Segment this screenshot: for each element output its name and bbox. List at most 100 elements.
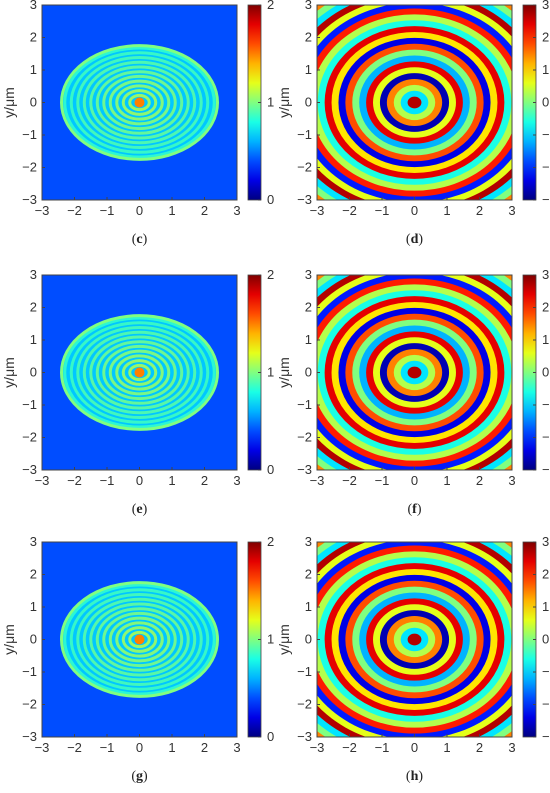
panel-g-chart: −3 −2 −1 0 1 2 3 −3 −2 −1 0 1 2 3 x/μm y/μm 0 1 2 — [1, 537, 274, 757]
x-tick-label: 3 — [508, 203, 515, 218]
colorbar-tick-label: −1 — [542, 664, 550, 679]
y-tick-label: 0 — [30, 95, 37, 110]
field-hotspot — [134, 634, 145, 645]
x-tick-label: 2 — [476, 740, 483, 755]
x-tick-label: 1 — [443, 740, 450, 755]
field-ring — [69, 51, 210, 154]
field-hotspot — [134, 367, 145, 378]
panel-h-chart: −3 −2 −1 0 1 2 3 −3 −2 −1 0 1 2 3 x/μm y/μm −3 −2 −1 0 1 2 3 — [276, 537, 550, 757]
x-tick-label: 2 — [201, 473, 208, 488]
phase-band — [407, 366, 422, 379]
x-tick-label: 1 — [168, 473, 175, 488]
field-ring — [108, 349, 171, 396]
x-tick-label: 1 — [443, 203, 450, 218]
x-tick-label: −2 — [342, 473, 357, 488]
y-tick-label: 1 — [305, 332, 312, 347]
y-axis-label: y/μm — [1, 624, 17, 655]
x-tick-label: 3 — [508, 740, 515, 755]
field-ring — [69, 588, 210, 691]
field-ring — [102, 344, 177, 401]
y-tick-label: 0 — [305, 632, 312, 647]
y-tick-label: 2 — [305, 30, 312, 45]
field-ring — [115, 621, 164, 658]
panel-e-field — [42, 275, 237, 470]
y-tick-label: −3 — [22, 192, 37, 207]
field-ring — [63, 583, 216, 696]
caption-letter: e — [136, 502, 143, 517]
panel-c-caption: (c) — [131, 232, 148, 247]
x-tick-label: 3 — [508, 473, 515, 488]
panel-f-caption: (f) — [407, 502, 422, 517]
panel-g-field — [42, 542, 237, 737]
colorbar-tick-label: 2 — [267, 270, 274, 282]
phase-band — [407, 633, 422, 646]
y-tick-label: 3 — [30, 270, 37, 282]
colorbar-tick-label: 1 — [542, 599, 549, 614]
colorbar-tick-label: 2 — [542, 30, 549, 45]
colorbar-tick-label: −2 — [542, 697, 550, 712]
x-tick-label: 2 — [476, 473, 483, 488]
x-tick-label: 1 — [168, 740, 175, 755]
y-tick-label: −3 — [22, 462, 37, 477]
field-ring — [108, 79, 171, 126]
x-tick-label: −2 — [342, 203, 357, 218]
y-axis-label: y/μm — [1, 357, 17, 388]
field-ring — [89, 65, 190, 140]
field-ring — [108, 616, 171, 663]
y-tick-label: −3 — [22, 729, 37, 744]
colorbar-tick-label: 0 — [542, 95, 549, 110]
y-tick-label: −1 — [22, 127, 37, 142]
colorbar-tick-label: 0 — [542, 365, 549, 380]
field-ring — [128, 93, 151, 112]
x-tick-label: −3 — [35, 740, 50, 755]
colorbar-tick-label: 2 — [542, 300, 549, 315]
x-axis-label: x/μm — [124, 489, 155, 490]
panel-d-field — [317, 5, 512, 200]
x-tick-label: −1 — [100, 203, 115, 218]
field-ring — [89, 602, 190, 677]
x-tick-label: 1 — [443, 473, 450, 488]
field-ring — [95, 340, 184, 405]
caption-letter: g — [136, 769, 143, 784]
colorbar-tick-label: −2 — [542, 160, 550, 175]
y-axis-label: y/μm — [276, 357, 292, 388]
y-tick-label: 1 — [305, 599, 312, 614]
x-tick-label: −3 — [310, 740, 325, 755]
x-tick-label: −1 — [100, 473, 115, 488]
colorbar-tick-label: −3 — [542, 192, 550, 207]
y-tick-label: 0 — [305, 365, 312, 380]
x-tick-label: −1 — [100, 740, 115, 755]
colorbar-tick-label: −1 — [542, 127, 550, 142]
caption-letter: h — [410, 769, 419, 784]
y-axis-label: y/μm — [276, 624, 292, 655]
y-tick-label: −3 — [297, 192, 312, 207]
y-tick-label: −3 — [297, 729, 312, 744]
field-ring — [102, 74, 177, 131]
field-edge — [60, 314, 219, 431]
y-tick-label: −2 — [297, 160, 312, 175]
y-tick-label: −1 — [22, 397, 37, 412]
x-tick-label: −3 — [310, 473, 325, 488]
field-ring — [63, 316, 216, 429]
y-tick-label: −1 — [22, 664, 37, 679]
x-tick-label: 0 — [136, 740, 143, 755]
caption-letter: c — [136, 232, 143, 247]
panel-h-caption: (h) — [405, 769, 424, 784]
x-tick-label: −3 — [310, 203, 325, 218]
x-tick-label: 0 — [411, 203, 418, 218]
x-axis-label: x/μm — [124, 756, 155, 757]
x-tick-label: −3 — [35, 203, 50, 218]
field-ring — [76, 325, 203, 420]
y-tick-label: 1 — [30, 62, 37, 77]
field-ring — [63, 46, 216, 159]
field-ring — [76, 55, 203, 150]
colorbar-tick-label: 3 — [542, 0, 549, 12]
x-tick-label: 2 — [201, 203, 208, 218]
panel-c-chart: −3 −2 −1 0 1 2 3 −3 −2 −1 0 1 2 3 x/μm y/μm 0 1 2 — [1, 0, 274, 220]
colorbar-tick-label: 1 — [542, 62, 549, 77]
colorbar-tick-label: 0 — [267, 192, 274, 207]
field-ring — [82, 60, 197, 145]
y-axis-label: y/μm — [276, 87, 292, 118]
x-tick-label: −1 — [375, 740, 390, 755]
